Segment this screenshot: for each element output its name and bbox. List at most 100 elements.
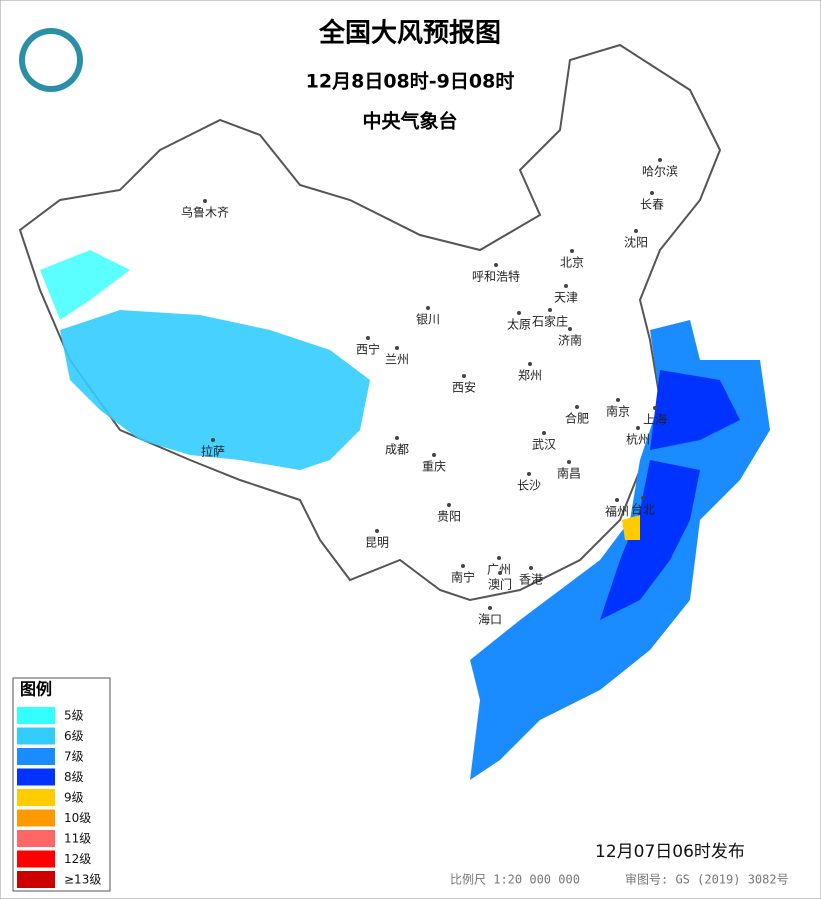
city-label: 上海 — [643, 412, 667, 427]
city-label: 银川 — [416, 313, 440, 327]
city-label: 济南 — [558, 333, 582, 348]
city-label: 乌鲁木齐 — [181, 205, 229, 220]
city-label: 长春 — [640, 198, 664, 212]
city-label: 合肥 — [565, 411, 589, 426]
city-label: 台北 — [631, 502, 655, 517]
city-dot — [567, 460, 571, 464]
city-dot — [527, 472, 531, 476]
city-label: 北京 — [560, 256, 584, 270]
city-dot — [203, 199, 207, 203]
city-dot — [575, 405, 579, 409]
legend-label: ≥13级 — [64, 873, 101, 887]
city-dot — [488, 606, 492, 610]
legend-title: 图例 — [20, 680, 52, 699]
wind-area-level8 — [600, 370, 740, 620]
city-label: 昆明 — [365, 536, 389, 550]
city-dot — [447, 503, 451, 507]
city-dot — [658, 158, 662, 162]
legend-swatch — [17, 768, 55, 786]
wind-area-level5 — [40, 250, 130, 320]
city-dot — [211, 438, 215, 442]
legend-label: 6级 — [64, 729, 84, 743]
city-label: 南京 — [606, 404, 630, 419]
city-dot — [641, 496, 645, 500]
city-label: 香港 — [519, 573, 543, 587]
legend-swatch — [17, 727, 55, 745]
city-dot — [498, 571, 502, 575]
city-label: 哈尔滨 — [642, 164, 678, 179]
city-label: 长沙 — [517, 479, 541, 493]
scale: 比例尺 1:20 000 000 — [450, 873, 580, 887]
legend-swatch — [17, 830, 55, 847]
legend-label: 7级 — [64, 750, 84, 764]
legend-swatch — [17, 707, 55, 724]
city-label: 南宁 — [451, 570, 475, 585]
legend-label: 8级 — [64, 770, 84, 784]
city-label: 西宁 — [356, 342, 380, 357]
city-dot — [462, 374, 466, 378]
wind-area-level9 — [622, 515, 640, 540]
city-dot — [570, 249, 574, 253]
city-dot — [517, 311, 521, 315]
city-dot — [634, 229, 638, 233]
city-label: 石家庄 — [532, 314, 568, 329]
city-label: 郑州 — [518, 368, 542, 383]
city-dot — [548, 308, 552, 312]
city-dot — [564, 284, 568, 288]
city-dot — [375, 529, 379, 533]
city-label: 兰州 — [385, 353, 409, 367]
time-range: 12月8日08时-9日08时 — [306, 71, 515, 93]
city-dot — [432, 453, 436, 457]
legend-swatch — [17, 789, 55, 806]
city-label: 呼和浩特 — [472, 269, 520, 284]
legend-label: 11级 — [64, 832, 91, 846]
issuer: 中央气象台 — [362, 110, 457, 133]
city-label: 重庆 — [422, 460, 446, 474]
city-dot — [395, 436, 399, 440]
legend-swatch — [17, 871, 55, 888]
city-dot — [615, 498, 619, 502]
legend-label: 9级 — [64, 791, 84, 805]
city-label: 广州 — [487, 563, 511, 577]
city-label: 海口 — [478, 612, 502, 627]
city-label: 拉萨 — [201, 444, 225, 459]
city-dot — [616, 398, 620, 402]
legend-swatch — [17, 850, 55, 868]
title: 全国大风预报图 — [318, 18, 501, 49]
city-label: 沈阳 — [624, 235, 648, 250]
city-dot — [542, 431, 546, 435]
city-label: 天津 — [554, 291, 578, 305]
review-number: 审图号: GS (2019) 3082号 — [625, 872, 789, 887]
city-label: 西安 — [452, 380, 476, 395]
city-label: 福州 — [605, 504, 629, 519]
city-label: 成都 — [385, 443, 409, 457]
legend-swatch — [17, 748, 55, 765]
city-dot — [528, 362, 532, 366]
city-dot — [497, 556, 501, 560]
city-dot — [366, 336, 370, 340]
city-label: 南昌 — [557, 466, 581, 481]
city-label: 贵阳 — [437, 510, 461, 524]
city-dot — [494, 263, 498, 267]
city-dot — [568, 327, 572, 331]
logo-inner — [25, 34, 77, 86]
city-dot — [653, 406, 657, 410]
wind-area-level6 — [60, 310, 370, 470]
legend-label: 12级 — [64, 852, 91, 866]
legend-swatch — [17, 809, 55, 827]
legend-label: 10级 — [64, 811, 91, 825]
city-label: 太原 — [507, 317, 531, 332]
city-label: 武汉 — [532, 438, 556, 452]
legend-label: 5级 — [64, 709, 84, 723]
city-dot — [461, 564, 465, 568]
city-dot — [636, 426, 640, 430]
issued: 12月07日06时发布 — [595, 842, 745, 862]
city-dot — [395, 346, 399, 350]
city-dot — [426, 306, 430, 310]
city-label: 杭州 — [626, 432, 650, 447]
city-dot — [529, 566, 533, 570]
city-dot — [650, 191, 654, 195]
city-label: 澳门 — [488, 577, 512, 592]
